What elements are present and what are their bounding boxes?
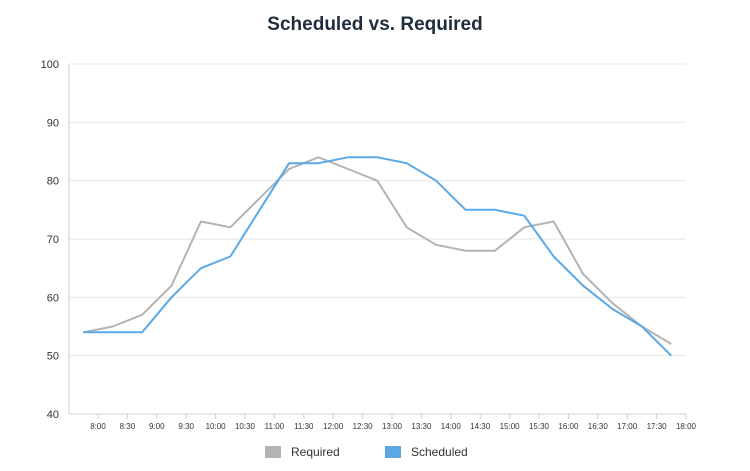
y-tick-label: 100: [41, 59, 59, 71]
x-tick-label: 16:00: [558, 422, 579, 431]
legend-swatch-scheduled: [385, 446, 401, 458]
x-tick-label: 8:00: [90, 422, 106, 431]
x-tick-label: 12:00: [323, 422, 344, 431]
x-tick-label: 9:00: [149, 422, 165, 431]
x-tick-label: 13:00: [382, 422, 403, 431]
x-tick-label: 16:30: [588, 422, 609, 431]
series-line-required: [83, 156, 672, 345]
x-tick-label: 15:30: [529, 422, 550, 431]
y-tick-label: 60: [47, 292, 59, 304]
x-tick-label: 10:00: [206, 422, 227, 431]
x-tick-label: 14:30: [470, 422, 491, 431]
x-tick-label: 9:30: [178, 422, 194, 431]
legend-swatch-required: [265, 446, 281, 458]
x-tick-label: 17:00: [617, 422, 638, 431]
x-tick-label: 8:30: [120, 422, 136, 431]
x-tick-label: 13:30: [411, 422, 432, 431]
x-tick-label: 14:00: [441, 422, 462, 431]
y-tick-label: 80: [47, 176, 59, 188]
legend-label-required: Required: [291, 445, 340, 459]
x-tick-label: 11:00: [265, 422, 285, 431]
series-line-scheduled: [83, 156, 673, 357]
y-tick-label: 50: [47, 351, 59, 363]
chart-title: Scheduled vs. Required: [267, 14, 483, 35]
y-tick-label: 40: [47, 409, 59, 421]
x-tick-label: 12:30: [353, 422, 374, 431]
y-tick-label: 90: [47, 117, 59, 129]
y-tick-label: 70: [47, 234, 59, 246]
x-tick-label: 11:30: [294, 422, 314, 431]
x-tick-label: 15:00: [500, 422, 521, 431]
x-tick-label: 10:30: [235, 422, 256, 431]
x-tick-label: 17:30: [647, 422, 668, 431]
legend-label-scheduled: Scheduled: [411, 445, 468, 459]
x-tick-label: 18:00: [676, 422, 697, 431]
